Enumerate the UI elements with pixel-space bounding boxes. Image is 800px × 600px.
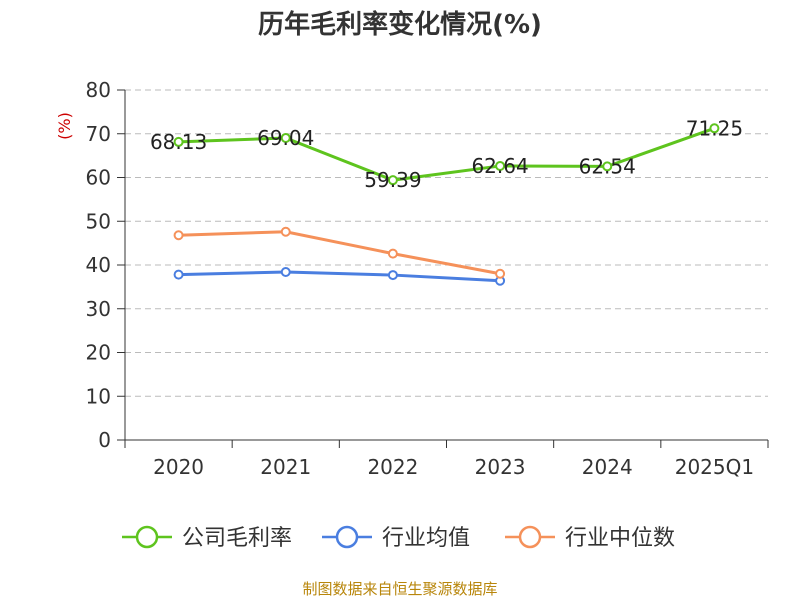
- data-point[interactable]: [173, 269, 184, 280]
- data-point[interactable]: [173, 136, 184, 147]
- x-tick-label: 2020: [153, 455, 204, 479]
- y-tick-label: 30: [86, 297, 111, 321]
- data-point[interactable]: [280, 132, 291, 143]
- series-line: [178, 126, 715, 182]
- legend-label: 行业中位数: [565, 526, 675, 551]
- data-point[interactable]: [709, 123, 720, 134]
- data-point[interactable]: [495, 160, 506, 171]
- legend-item[interactable]: 行业中位数: [505, 525, 675, 551]
- data-label: 69.04: [257, 126, 314, 150]
- y-axis-label: (%): [55, 112, 74, 140]
- series-1: [173, 267, 506, 286]
- legend-label: 公司毛利率: [182, 526, 292, 551]
- data-point[interactable]: [387, 270, 398, 281]
- data-label: 62.54: [579, 154, 636, 178]
- data-label: 68.13: [150, 130, 207, 154]
- x-tick-label: 2021: [260, 455, 311, 479]
- legend[interactable]: 公司毛利率 行业均值 行业中位数: [122, 525, 675, 551]
- data-point[interactable]: [280, 226, 291, 237]
- y-tick-label: 70: [86, 122, 111, 146]
- y-tick-label: 40: [86, 253, 111, 277]
- x-tick-label: 2022: [367, 455, 418, 479]
- legend-item[interactable]: 行业均值: [322, 525, 470, 551]
- data-point[interactable]: [280, 267, 291, 277]
- legend-item[interactable]: 公司毛利率: [122, 525, 292, 551]
- data-point[interactable]: [602, 161, 613, 172]
- data-point[interactable]: [387, 175, 398, 186]
- data-label: 71.25: [686, 116, 743, 140]
- source-note: 制图数据来自恒生聚源数据库: [302, 580, 497, 598]
- x-tick-label: 2025Q1: [675, 455, 754, 479]
- x-tick-label: 2023: [475, 455, 526, 479]
- series-line: [178, 230, 501, 276]
- legend-marker: [335, 525, 359, 549]
- series-layer: 68.13 69.04 59.39 62.64 62.54 71.25: [150, 116, 743, 286]
- y-tick-label: 10: [86, 384, 111, 408]
- series-0: 68.13 69.04 59.39 62.64 62.54 71.25: [150, 116, 743, 192]
- y-tick-label: 0: [98, 428, 111, 452]
- series-2: [173, 226, 506, 279]
- y-tick-label: 20: [86, 341, 111, 365]
- data-point[interactable]: [387, 248, 398, 259]
- data-point[interactable]: [495, 268, 506, 279]
- legend-label: 行业均值: [382, 526, 470, 551]
- y-tick-label: 80: [86, 78, 111, 102]
- legend-marker: [518, 525, 542, 549]
- data-label: 59.39: [364, 168, 421, 192]
- x-tick-label: 2024: [582, 455, 633, 479]
- chart-title: 历年毛利率变化情况(%): [258, 9, 542, 40]
- data-point[interactable]: [173, 230, 184, 241]
- series-line: [178, 270, 501, 283]
- grid: [125, 89, 768, 397]
- y-tick-label: 60: [86, 166, 111, 190]
- y-axis: 0 10 20 30 40 50 60 70 80: [86, 78, 126, 452]
- data-label: 62.64: [471, 154, 528, 178]
- y-tick-label: 50: [86, 209, 111, 233]
- x-axis: 2020 2021 2022 2023 2024 2025Q1: [124, 439, 769, 479]
- legend-marker: [135, 525, 159, 549]
